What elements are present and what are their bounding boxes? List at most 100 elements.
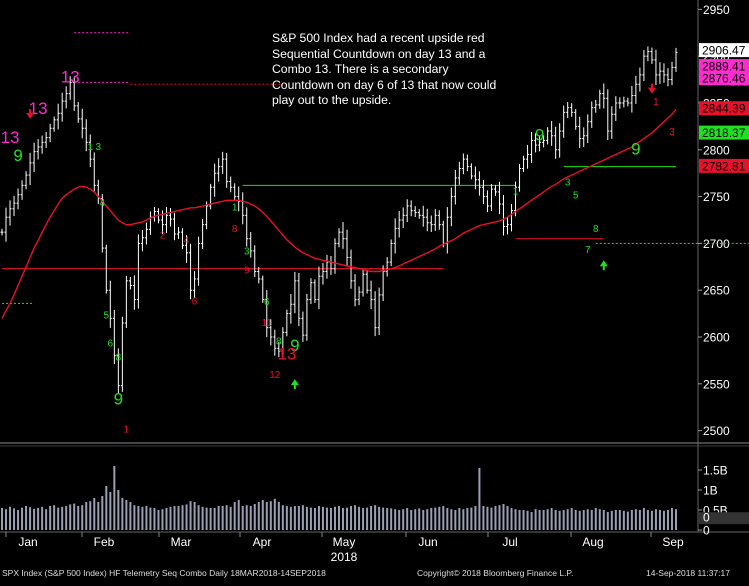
sell-arrow-icon [647,87,656,94]
price-bar [646,46,650,62]
price-tag [699,125,749,140]
price-bar [614,96,618,121]
volume-bar [430,508,433,530]
price-bar [409,200,413,217]
volume-bar [650,510,653,530]
volume-bar [522,510,525,530]
setup-count-marker: 1 [232,203,238,214]
price-bar [530,132,534,163]
volume-bar [13,508,16,530]
price-bar [626,97,630,107]
setup-count-marker: 7 [585,245,591,256]
price-bar [489,184,493,212]
price-bar [48,123,52,143]
price-bar [124,275,128,329]
volume-bar [378,506,381,530]
price-bar [185,235,189,263]
price-bar [209,183,213,210]
volume-bar [245,505,248,530]
footer-timestamp: 14-Sep-2018 11:37:17 [646,568,730,578]
price-bar [32,142,36,172]
volume-bar [610,510,613,530]
volume-bar [662,510,665,530]
volume-bar [590,510,593,530]
volume-bar [185,504,188,530]
volume-bar [193,502,196,530]
price-bar [554,126,558,159]
volume-bar [197,505,200,530]
price-tag [699,43,749,58]
volume-bar [125,500,128,530]
price-bar [181,228,185,250]
volume-bar [9,506,12,530]
price-tag-label: 2782.81 [702,159,746,173]
volume-bar [422,510,425,530]
volume-bar [169,506,172,530]
volume-bar [97,502,100,530]
price-tag-label: 2876.46 [702,72,746,86]
volume-bar [229,506,232,530]
moving-average-line [1,109,677,319]
setup-count-marker: 8 [276,337,282,348]
volume-bar [209,508,212,530]
volume-bar [446,508,449,530]
price-bar [594,99,598,113]
year-label: 2018 [331,550,358,564]
volume-bar [534,509,537,530]
volume-bar [510,508,513,530]
volume-bar [626,511,629,530]
price-bar [582,127,586,147]
price-bar [385,257,389,277]
price-bar [293,271,297,314]
price-bar [542,135,546,148]
volume-bar [285,506,288,530]
volume-bar [225,505,228,530]
price-bar [164,206,168,234]
price-bar [602,83,606,109]
price-bar [20,180,24,200]
price-tag-label: 2889.41 [702,60,746,74]
volume-bar [21,507,24,530]
price-bar [265,290,269,338]
volume-bar [554,510,557,530]
price-bar [670,61,674,86]
price-bar [429,215,433,232]
price-bar [193,271,197,299]
volume-bar [582,510,585,530]
volume-bar [233,502,236,530]
price-bar [4,207,8,242]
volume-bar [486,506,489,530]
volume-bar [93,498,96,530]
buy-arrow-icon [290,379,299,386]
volume-bar [418,508,421,530]
price-bar [273,329,277,356]
price-bar [245,207,249,247]
price-bar [618,97,622,109]
price-bar [68,76,72,100]
volume-bar [265,502,268,530]
countdown-marker: 13 [1,128,20,147]
volume-bar [41,506,44,530]
volume-bar [390,508,393,530]
price-bar [598,89,602,109]
price-bar [401,207,405,228]
volume-bar [602,510,605,530]
volume-bar [165,508,168,530]
volume-bar [317,506,320,530]
setup-count-marker: 3 [244,247,250,258]
setup-count-marker: 1 [124,425,130,436]
volume-bar [305,506,308,530]
month-label: Jun [418,535,437,549]
price-bar [481,179,485,204]
volume-bar [249,506,252,530]
chart-annotation: S&P 500 Index had a recent upside red Se… [272,31,542,109]
volume-bar [526,510,529,530]
price-tag [699,59,749,74]
price-bar [269,319,273,346]
volume-bar [354,505,357,530]
countdown-marker: 9 [290,336,299,355]
volume-bar [85,502,88,530]
volume-bar [642,508,645,530]
price-tag-label: 2818.37 [702,126,746,140]
